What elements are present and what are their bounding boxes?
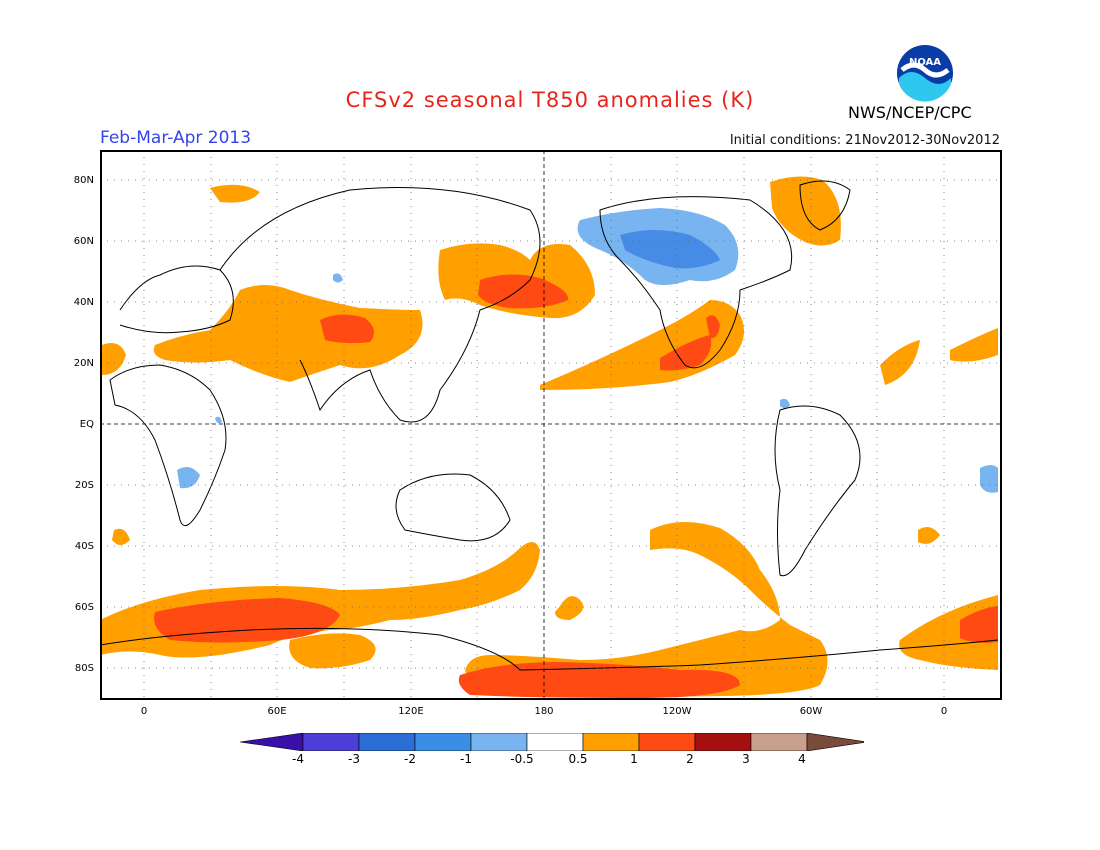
- coastline-antarctica: [100, 627, 999, 671]
- colorbar-cell: [358, 733, 416, 751]
- hot-region-gulf: [706, 315, 720, 339]
- coastline-europe: [119, 265, 234, 334]
- lon-label: 120W: [662, 706, 692, 717]
- coastline-north-america: [599, 196, 793, 369]
- lon-label: 60E: [267, 706, 287, 717]
- colorbar-label: -0.5: [510, 752, 534, 766]
- colorbar-arrow-high: [806, 733, 864, 751]
- lat-label: 40N: [73, 297, 94, 308]
- warm-region-atlantic-east: [950, 328, 998, 362]
- lon-label: 120E: [398, 706, 424, 717]
- warm-region-arctic-greenland: [770, 176, 841, 246]
- colorbar-cell: [414, 733, 472, 751]
- agency-label: NWS/NCEP/CPC: [848, 103, 972, 122]
- warm-region-southern-ocean-south: [289, 633, 376, 669]
- colorbar: [239, 733, 864, 751]
- colorbar-cell: [302, 733, 360, 751]
- warm-region-southern-ocean-pacific: [555, 596, 584, 620]
- colorbar-label: -2: [404, 752, 416, 766]
- colorbar-cell: [526, 733, 584, 751]
- cold-region-south-atlantic: [980, 465, 998, 493]
- hot-region-asia: [320, 314, 374, 344]
- hot-region-north-pacific: [478, 274, 569, 309]
- cold-region-amazon: [780, 398, 790, 408]
- map-title: CFSv2 seasonal T850 anomalies (K): [345, 88, 755, 112]
- warm-region-west-africa: [102, 342, 126, 375]
- colorbar-label: 3: [742, 752, 750, 766]
- reference-lines: [100, 150, 1000, 698]
- colorbar-label: 4: [798, 752, 806, 766]
- colorbar-arrow-low: [239, 733, 304, 751]
- lat-label: 80N: [73, 175, 94, 186]
- lat-label: EQ: [79, 419, 94, 430]
- coastline-asia: [219, 187, 541, 423]
- noaa-logo: NOAA: [897, 45, 953, 102]
- strong-warm-anomaly-regions: [154, 274, 998, 698]
- lat-label: 20S: [74, 480, 94, 491]
- strong-cold-region-canada: [620, 230, 720, 269]
- coastlines: [100, 180, 999, 671]
- coastline-greenland: [799, 180, 851, 231]
- lon-label: 180: [534, 706, 554, 717]
- hot-region-antarctica-pacific: [458, 662, 740, 698]
- season-label: Feb-Mar-Apr 2013: [100, 128, 252, 148]
- coastline-africa: [109, 364, 227, 527]
- colorbar-label: -4: [292, 752, 304, 766]
- lon-label: 0: [140, 706, 148, 717]
- cold-region-europe: [333, 273, 343, 283]
- colorbar-cell: [582, 733, 640, 751]
- colorbar-label: -1: [460, 752, 472, 766]
- colorbar-label: 0.5: [568, 752, 588, 766]
- lat-label: 60N: [73, 236, 94, 247]
- lat-label: 20N: [73, 358, 94, 369]
- warm-region-south-atlantic: [918, 526, 940, 544]
- hot-region-mexico: [660, 335, 712, 371]
- lat-label: 80S: [74, 663, 94, 674]
- gridlines: [100, 150, 1000, 698]
- colorbar-label: 1: [630, 752, 638, 766]
- strong-cold-anomaly-regions: [620, 230, 720, 269]
- warm-region-atlantic: [880, 340, 920, 385]
- lat-label: 60S: [74, 602, 94, 613]
- warm-region-south-africa: [112, 528, 130, 545]
- colorbar-cell: [638, 733, 696, 751]
- colorbar-label: 2: [686, 752, 694, 766]
- lon-label: 0: [940, 706, 948, 717]
- cold-region-south-africa: [177, 466, 200, 489]
- coastline-australia: [395, 473, 511, 542]
- hot-region-indian-southern: [154, 598, 340, 643]
- hot-region-atlantic-south: [960, 606, 998, 643]
- colorbar-cell: [470, 733, 528, 751]
- initial-conditions-label: Initial conditions: 21Nov2012-30Nov2012: [729, 133, 1000, 148]
- warm-region-south-pacific: [465, 521, 828, 697]
- colorbar-label: -3: [348, 752, 360, 766]
- svg-text:NOAA: NOAA: [909, 57, 941, 68]
- lon-label: 60W: [799, 706, 823, 717]
- warm-region-asia: [153, 285, 423, 382]
- colorbar-cell: [694, 733, 752, 751]
- lat-label: 40S: [74, 541, 94, 552]
- coastline-south-america: [774, 405, 861, 577]
- anomaly-map: [100, 150, 1000, 698]
- cold-region-east-africa: [215, 416, 222, 424]
- colorbar-cell: [750, 733, 808, 751]
- warm-region-siberia-north: [210, 184, 260, 203]
